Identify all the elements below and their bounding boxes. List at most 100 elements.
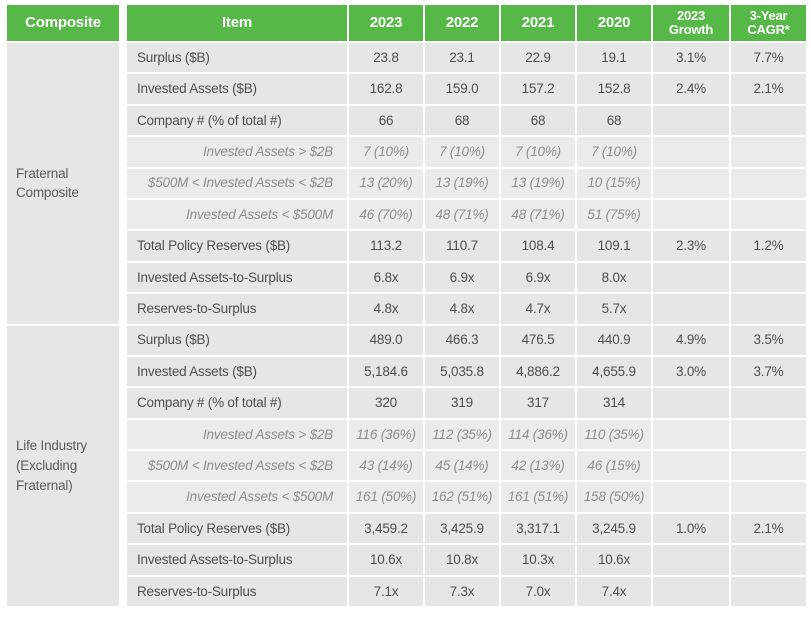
value-cell: 10.8x <box>425 545 499 575</box>
value-cell: 19.1 <box>577 43 651 73</box>
value-cell: 109.1 <box>577 231 651 261</box>
value-cell: 6.9x <box>501 262 575 293</box>
value-cell: 4.8x <box>425 294 499 324</box>
item-cell: Invested Assets ($B) <box>127 74 347 104</box>
value-cell: 114 (36%) <box>501 419 575 450</box>
value-cell: 4.7x <box>501 294 575 324</box>
value-cell: 440.9 <box>577 325 651 355</box>
column-header-2020: 2020 <box>577 5 651 41</box>
value-cell: 48 (71%) <box>501 199 575 230</box>
value-cell <box>653 294 729 324</box>
item-cell: $500M < Invested Assets < $2B <box>127 168 347 198</box>
value-cell: 3,245.9 <box>577 513 651 544</box>
value-cell: 7 (10%) <box>425 137 499 167</box>
value-cell: 4,655.9 <box>577 356 651 387</box>
value-cell: 48 (71%) <box>425 199 499 230</box>
composite-column-header: Composite <box>7 5 119 41</box>
value-cell: 2.1% <box>731 74 806 104</box>
column-header-3-year-cagr: 3-Year CAGR* <box>731 5 806 41</box>
item-cell: Reserves-to-Surplus <box>127 576 347 606</box>
value-cell: 3,425.9 <box>425 513 499 544</box>
value-cell: 13 (20%) <box>349 168 423 198</box>
value-cell: 314 <box>577 388 651 418</box>
item-column-header: Item <box>127 5 347 41</box>
item-cell: Invested Assets > $2B <box>127 137 347 167</box>
value-cell: 7 (10%) <box>349 137 423 167</box>
value-cell: 51 (75%) <box>577 199 651 230</box>
value-cell: 161 (51%) <box>501 482 575 512</box>
value-cell: 112 (35%) <box>425 419 499 450</box>
item-cell: Company # (% of total #) <box>127 388 347 418</box>
composite-data-table: Composite Item 2023 2022 2021 2020 2023 Grow… <box>7 5 806 606</box>
value-cell: 42 (13%) <box>501 451 575 481</box>
value-cell <box>731 419 806 450</box>
value-cell: 157.2 <box>501 74 575 104</box>
value-cell <box>731 482 806 512</box>
value-cell: 5,035.8 <box>425 356 499 387</box>
value-cell: 116 (36%) <box>349 419 423 450</box>
item-cell: Invested Assets ($B) <box>127 356 347 387</box>
value-cell <box>731 545 806 575</box>
value-cell: 158 (50%) <box>577 482 651 512</box>
value-cell <box>653 451 729 481</box>
value-cell <box>653 199 729 230</box>
value-cell: 162 (51%) <box>425 482 499 512</box>
value-cell <box>653 168 729 198</box>
value-cell: 4.8x <box>349 294 423 324</box>
value-cell: 8.0x <box>577 262 651 293</box>
value-cell: 7.4x <box>577 576 651 606</box>
value-cell: 7 (10%) <box>501 137 575 167</box>
value-cell: 10.6x <box>349 545 423 575</box>
composite-label-fraternal: Fraternal Composite <box>7 43 119 324</box>
value-cell: 162.8 <box>349 74 423 104</box>
item-cell: Total Policy Reserves ($B) <box>127 513 347 544</box>
value-cell: 7.7% <box>731 43 806 73</box>
value-cell <box>653 419 729 450</box>
value-cell: 5.7x <box>577 294 651 324</box>
item-cell: $500M < Invested Assets < $2B <box>127 451 347 481</box>
item-cell: Invested Assets > $2B <box>127 419 347 450</box>
value-cell <box>653 482 729 512</box>
value-cell <box>731 137 806 167</box>
value-cell: 13 (19%) <box>425 168 499 198</box>
value-cell <box>653 388 729 418</box>
value-cell: 3.1% <box>653 43 729 73</box>
value-cell: 23.8 <box>349 43 423 73</box>
column-header-2023-growth: 2023 Growth <box>653 5 729 41</box>
item-cell: Invested Assets-to-Surplus <box>127 545 347 575</box>
composite-label-life: Life Industry (Excluding Fraternal) <box>7 325 119 606</box>
value-cell: 1.2% <box>731 231 806 261</box>
value-cell: 3.5% <box>731 325 806 355</box>
item-cell: Invested Assets < $500M <box>127 199 347 230</box>
value-cell <box>731 199 806 230</box>
value-cell: 476.5 <box>501 325 575 355</box>
value-cell: 3.7% <box>731 356 806 387</box>
value-cell <box>653 262 729 293</box>
value-cell: 13 (19%) <box>501 168 575 198</box>
value-cell: 110.7 <box>425 231 499 261</box>
value-cell: 3,459.2 <box>349 513 423 544</box>
value-cell <box>653 137 729 167</box>
value-cell: 45 (14%) <box>425 451 499 481</box>
value-cell <box>731 451 806 481</box>
value-cell: 46 (70%) <box>349 199 423 230</box>
item-cell: Reserves-to-Surplus <box>127 294 347 324</box>
value-cell <box>731 262 806 293</box>
value-cell <box>653 576 729 606</box>
value-cell: 161 (50%) <box>349 482 423 512</box>
value-cell: 7.3x <box>425 576 499 606</box>
value-cell: 68 <box>577 105 651 136</box>
value-cell: 7.0x <box>501 576 575 606</box>
value-cell: 3.0% <box>653 356 729 387</box>
column-header-2023: 2023 <box>349 5 423 41</box>
value-cell: 10 (15%) <box>577 168 651 198</box>
value-cell: 10.6x <box>577 545 651 575</box>
value-cell: 6.9x <box>425 262 499 293</box>
value-cell: 68 <box>501 105 575 136</box>
value-cell: 113.2 <box>349 231 423 261</box>
value-cell <box>731 388 806 418</box>
column-header-2022: 2022 <box>425 5 499 41</box>
value-cell: 10.3x <box>501 545 575 575</box>
value-cell: 317 <box>501 388 575 418</box>
value-cell: 2.4% <box>653 74 729 104</box>
